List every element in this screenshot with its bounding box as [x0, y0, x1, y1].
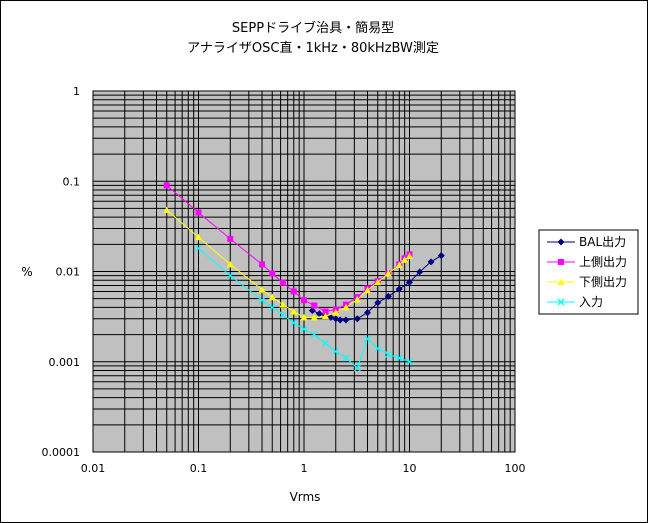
series-下側出力: [163, 206, 413, 321]
data-point: [226, 260, 234, 268]
data-point: [290, 308, 298, 315]
data-point: [384, 292, 392, 300]
data-point: [364, 335, 371, 343]
data-point: [395, 285, 403, 293]
data-point: [268, 293, 276, 301]
grid-layer: [92, 91, 515, 453]
y-tick-label: 0.001: [49, 356, 81, 369]
x-tick-label: 10: [403, 462, 417, 475]
series-入力: [195, 245, 413, 372]
x-axis-label: Vrms: [290, 490, 321, 504]
data-point: [300, 313, 308, 321]
data-point: [268, 303, 276, 311]
data-point: [364, 309, 372, 317]
data-point: [327, 313, 335, 321]
data-point: [290, 319, 298, 327]
data-point: [195, 233, 202, 241]
data-point: [406, 358, 413, 366]
data-point: [163, 206, 171, 214]
y-tick-labels: 1 0.1 0.01 0.001 0.0001: [42, 85, 81, 459]
data-point: [374, 299, 382, 307]
data-point: [195, 209, 202, 216]
data-point: [558, 259, 564, 265]
data-point: [374, 278, 382, 286]
data-point: [336, 316, 344, 324]
data-point: [322, 308, 329, 315]
data-point: [322, 312, 330, 320]
data-point: [353, 364, 361, 372]
data-point: [395, 354, 403, 362]
y-tick-label: 0.1: [63, 175, 81, 188]
data-point: [308, 306, 316, 314]
data-point: [315, 310, 323, 318]
y-axis-label: %: [21, 265, 32, 279]
y-tick-label: 1: [73, 85, 80, 98]
chart-title: SEPPドライブ治具・簡易型: [232, 20, 394, 36]
data-point: [342, 316, 350, 324]
x-tick-label: 1: [301, 462, 308, 475]
y-tick-label: 0.0001: [42, 446, 81, 459]
legend-label: 入力: [579, 295, 603, 309]
data-point: [226, 272, 234, 280]
data-point: [406, 278, 413, 286]
x-tick-label: 0.1: [190, 462, 208, 475]
data-point: [195, 245, 202, 252]
data-point: [364, 286, 372, 294]
data-point: [279, 279, 286, 286]
legend-label: 下側出力: [579, 275, 627, 289]
data-point: [427, 258, 435, 266]
legend-label: BAL出力: [579, 235, 626, 249]
data-point: [279, 311, 287, 319]
data-point: [310, 313, 318, 321]
data-point: [163, 182, 170, 189]
data-point: [258, 296, 266, 304]
x-tick-label: 0.01: [81, 462, 106, 475]
data-point: [301, 297, 307, 304]
data-point: [384, 270, 392, 277]
data-point: [311, 302, 318, 309]
data-point: [259, 261, 266, 268]
data-point: [290, 288, 297, 295]
data-point: [395, 261, 403, 269]
data-point: [557, 298, 565, 306]
data-point: [437, 252, 445, 260]
data-point: [269, 270, 276, 277]
x-tick-labels: 0.01 0.1 1 10 100: [81, 462, 526, 475]
data-point: [374, 345, 382, 353]
data-point: [353, 295, 361, 303]
data-point: [279, 301, 287, 308]
data-point: [300, 325, 308, 333]
chart-subtitle: アナライザOSC直・1kHz・80kHzBW測定: [187, 41, 439, 56]
data-point: [557, 238, 565, 246]
series-layer: [163, 182, 445, 372]
data-point: [406, 252, 413, 260]
data-point: [342, 354, 350, 362]
data-point: [384, 351, 392, 359]
data-point: [332, 348, 340, 355]
data-point: [401, 256, 409, 263]
data-point: [258, 286, 266, 293]
data-point: [227, 235, 234, 242]
y-tick-label: 0.01: [56, 266, 81, 279]
data-point: [310, 331, 318, 339]
data-point: [322, 339, 329, 347]
data-point: [353, 315, 361, 323]
legend-box: [538, 229, 639, 315]
legend-label: 上側出力: [579, 255, 627, 269]
series-BAL出力: [308, 252, 445, 324]
data-point: [342, 303, 350, 311]
plot-border: [92, 90, 516, 453]
x-tick-label: 100: [505, 462, 526, 475]
data-point: [557, 278, 565, 285]
data-point: [332, 309, 340, 316]
data-point: [416, 268, 424, 276]
